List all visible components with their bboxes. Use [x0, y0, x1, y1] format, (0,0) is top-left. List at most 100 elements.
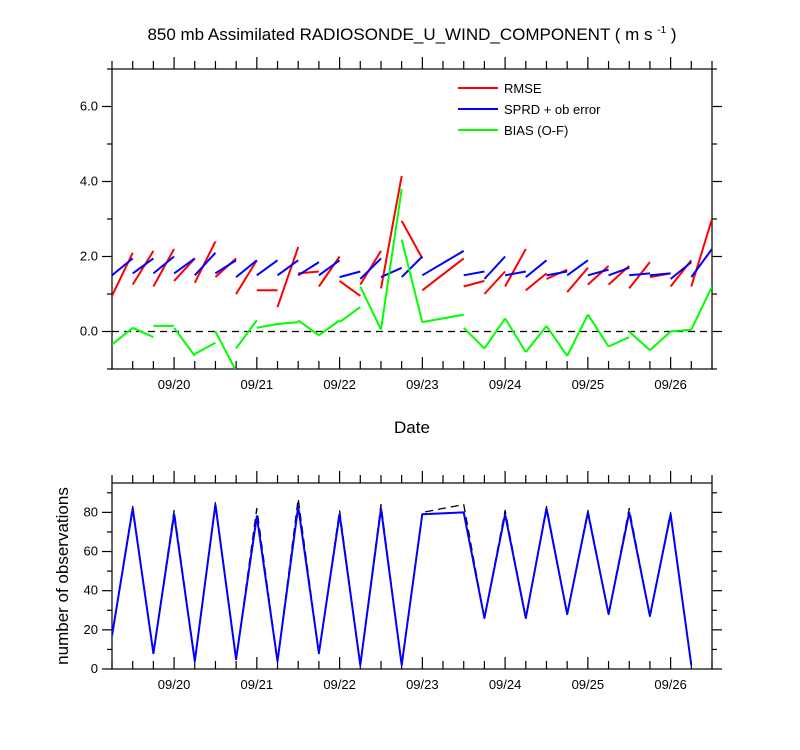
- series-bias-o-f-segment: [235, 319, 258, 349]
- legend-label: SPRD + ob error: [504, 102, 601, 117]
- y-tick-label: 6.0: [80, 99, 98, 114]
- series-sprd-ob-error-segment: [173, 257, 196, 275]
- series-bias-o-f-segment: [690, 286, 712, 331]
- plot-area: [112, 175, 712, 369]
- series-rmse-segment: [131, 250, 155, 286]
- series-rmse-segment: [483, 270, 506, 295]
- series-rmse-segment: [587, 265, 610, 286]
- series-sprd-ob-error-segment: [112, 257, 134, 277]
- series-rmse-segment: [400, 220, 424, 259]
- legend: RMSE SPRD + ob error BIAS (O-F): [458, 81, 601, 138]
- x-tick-label: 09/25: [572, 377, 605, 392]
- series-bias-o-f-segment: [132, 326, 154, 339]
- series-bias-o-f-segment: [359, 286, 382, 331]
- chart-title-suffix: ): [671, 25, 677, 44]
- series-rmse-segment: [193, 241, 217, 284]
- series-rmse-segment: [690, 218, 712, 287]
- series-bias-o-f-segment: [380, 188, 403, 330]
- series-rmse-segment: [380, 175, 403, 289]
- series-rmse-segment: [566, 267, 589, 293]
- series-bias-o-f-segment: [256, 323, 278, 329]
- x-axis-title: Date: [394, 418, 430, 437]
- series-bias-o-f-segment: [483, 317, 506, 349]
- series-bias-o-f-segment: [277, 321, 299, 325]
- series-sprd-ob-error-segment: [649, 272, 671, 277]
- series-sprd-ob-error-segment: [380, 266, 403, 279]
- x-tick-label: 09/25: [572, 677, 605, 692]
- series-sprd-ob-error-segment: [669, 261, 692, 280]
- series-bias-o-f-segment: [339, 306, 361, 323]
- x-tick-label: 09/24: [489, 677, 522, 692]
- series-bias-o-f-segment: [608, 336, 630, 348]
- series-bias-o-f-segment: [400, 239, 424, 323]
- series-sprd-ob-error-segment: [276, 259, 299, 277]
- series-sprd-ob-error-segment: [608, 266, 630, 277]
- series-sprd-ob-error-segment: [463, 270, 485, 277]
- x-tick-label: 09/21: [241, 677, 274, 692]
- y-tick-label: 0: [91, 661, 98, 676]
- y-tick-label: 4.0: [80, 174, 98, 189]
- series-sprd-ob-error-segment: [483, 255, 506, 280]
- series-sprd-ob-error-segment: [152, 255, 175, 275]
- plot-frame: [111, 482, 713, 670]
- series-rmse-segment: [463, 279, 485, 288]
- series-sprd-ob-error-segment: [132, 257, 154, 275]
- legend-label: BIAS (O-F): [504, 123, 568, 138]
- series-bias-o-f-segment: [318, 319, 341, 337]
- x-tick-label: 09/24: [489, 377, 522, 392]
- series-sprd-ob-error-segment: [297, 261, 320, 277]
- series-rmse-segment: [318, 255, 341, 288]
- series-bias-o-f-segment: [112, 327, 134, 346]
- x-tick-label: 09/26: [654, 377, 687, 392]
- x-tick-label: 09/23: [406, 677, 439, 692]
- series-sprd-ob-error-segment: [690, 248, 712, 278]
- series-rmse-segment: [525, 272, 548, 292]
- series-bias-o-f-segment: [462, 327, 486, 350]
- series-sprd-ob-error-segment: [629, 272, 650, 277]
- y-tick-label: 0.0: [80, 324, 98, 339]
- series-bias-o-f-segment: [504, 317, 527, 353]
- series-rmse-segment: [235, 259, 258, 295]
- y-tick-label: 80: [84, 504, 98, 519]
- y-tick-label: 60: [84, 544, 98, 559]
- series-sprd-ob-error-segment: [587, 268, 609, 277]
- top-plot: 09/20 09/21 09/22 09/23 09/24 09/25 09/26 0.0 2.…: [80, 57, 722, 392]
- series-bias-o-f-segment: [214, 331, 237, 369]
- plot-area: [112, 498, 693, 667]
- series-sprd-ob-error-segment: [256, 259, 279, 277]
- series-sprd-ob-error-segment: [504, 270, 526, 277]
- series-sprd-ob-error-segment: [214, 259, 237, 275]
- chart-title-superscript: -1: [657, 25, 666, 36]
- series-bias-o-f-segment: [670, 328, 692, 333]
- series-sprd-ob-error-segment: [525, 259, 548, 278]
- legend-label: RMSE: [504, 81, 542, 96]
- x-tick-label: 09/20: [158, 377, 191, 392]
- series-bias-o-f-segment: [422, 313, 464, 324]
- series-sprd-ob-error-segment: [194, 252, 217, 276]
- plot-frame: [111, 68, 713, 370]
- x-tick-label: 09/22: [323, 677, 356, 692]
- series-bias-o-f-segment: [587, 314, 610, 348]
- series-rmse-segment: [112, 252, 134, 297]
- series-sprd-ob-error-segment: [235, 259, 258, 278]
- series-sprd-ob-error-segment: [359, 257, 382, 280]
- x-tick-label: 09/21: [241, 377, 274, 392]
- y-tick-label: 40: [84, 583, 98, 598]
- chart-title-main: 850 mb Assimilated RADIOSONDE_U_WIND_COM…: [147, 25, 652, 44]
- series-bias-o-f-segment: [194, 341, 216, 355]
- series-sprd-ob-error-segment: [546, 270, 568, 277]
- x-tick-label: 09/23: [406, 377, 439, 392]
- series-rmse-segment: [421, 257, 465, 292]
- series-sprd-ob-error-segment: [318, 259, 341, 277]
- series-observations-possible-line: [112, 498, 692, 666]
- series-bias-o-f-segment: [545, 325, 569, 357]
- series-bias-o-f-segment: [525, 325, 548, 353]
- series-rmse-segment: [504, 248, 527, 287]
- y-tick-label: 20: [84, 622, 98, 637]
- series-rmse-segment: [339, 280, 361, 297]
- series-bias-o-f-segment: [297, 319, 320, 337]
- series-bias-o-f-segment: [173, 327, 196, 357]
- series-sprd-ob-error-segment: [339, 270, 361, 279]
- series-sprd-ob-error-segment: [421, 250, 465, 277]
